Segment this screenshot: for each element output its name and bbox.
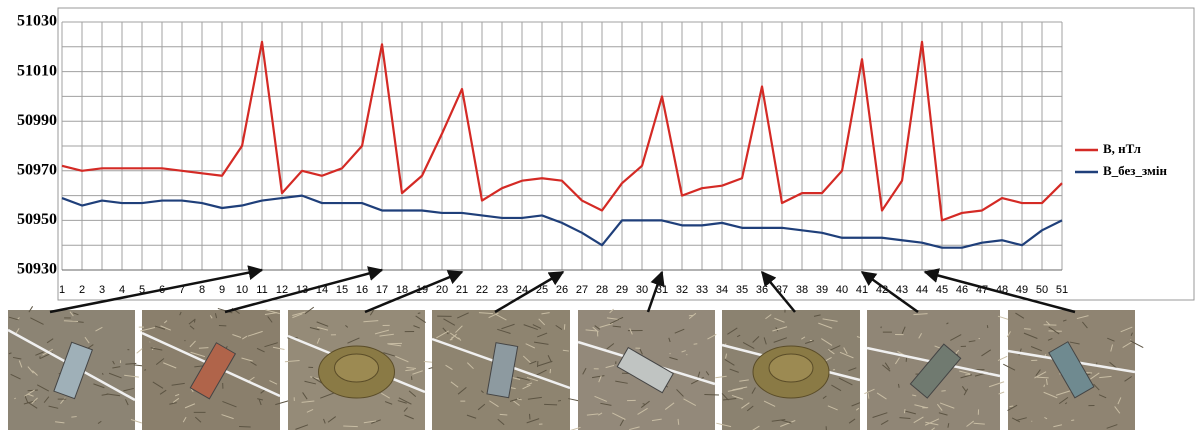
grass (898, 384, 899, 388)
arrow (862, 272, 918, 312)
x-tick-label: 50 (1036, 284, 1048, 296)
x-tick-label: 46 (956, 284, 968, 296)
x-tick-label: 3 (99, 284, 105, 296)
grass (941, 391, 945, 392)
y-tick-label: 51030 (17, 13, 57, 30)
x-tick-label: 15 (336, 284, 348, 296)
grass (1024, 329, 1031, 330)
grass (343, 426, 358, 427)
object (335, 354, 379, 382)
grass (500, 414, 508, 415)
x-tick-label: 11 (256, 284, 267, 296)
grass (904, 409, 905, 413)
x-tick-label: 51 (1056, 284, 1068, 296)
legend-label: B, нТл (1103, 141, 1141, 156)
x-tick-label: 40 (836, 284, 848, 296)
x-tick-label: 41 (856, 284, 868, 296)
object (769, 354, 813, 382)
x-tick-label: 44 (916, 284, 928, 296)
x-tick-label: 38 (796, 284, 808, 296)
y-tick-label: 50950 (17, 211, 57, 228)
x-tick-label: 35 (736, 284, 748, 296)
x-tick-label: 28 (596, 284, 608, 296)
grass (1044, 385, 1045, 387)
x-tick-label: 2 (79, 284, 85, 296)
chart-frame (58, 8, 1194, 300)
x-tick-label: 16 (356, 284, 368, 296)
grass (704, 394, 719, 395)
grass (71, 417, 76, 418)
x-tick-label: 4 (119, 284, 125, 296)
y-tick-label: 50970 (17, 161, 57, 178)
x-tick-label: 9 (219, 284, 225, 296)
grass (14, 398, 15, 399)
grass (868, 393, 869, 398)
chart: 5093050950509705099051010510301234567891… (17, 13, 1168, 296)
photos (8, 306, 1143, 430)
grass (144, 370, 146, 371)
x-tick-label: 33 (696, 284, 708, 296)
x-tick-label: 29 (616, 284, 628, 296)
grass (194, 319, 195, 323)
grass (558, 401, 561, 402)
x-tick-label: 22 (476, 284, 488, 296)
x-tick-label: 43 (896, 284, 908, 296)
x-tick-label: 45 (936, 284, 948, 296)
x-tick-label: 20 (436, 284, 448, 296)
grass (1009, 406, 1013, 407)
x-tick-label: 27 (576, 284, 588, 296)
x-tick-label: 34 (716, 284, 728, 296)
x-tick-label: 10 (236, 284, 248, 296)
x-tick-label: 30 (636, 284, 648, 296)
grass (670, 353, 671, 354)
legend-label: B_без_змін (1103, 163, 1168, 178)
x-tick-label: 39 (816, 284, 828, 296)
x-tick-label: 36 (756, 284, 768, 296)
grass (137, 349, 143, 354)
x-tick-label: 17 (376, 284, 388, 296)
x-tick-label: 1 (59, 284, 65, 296)
x-tick-label: 49 (1016, 284, 1028, 296)
x-tick-label: 32 (676, 284, 688, 296)
grass (185, 340, 186, 341)
grass (1086, 372, 1092, 373)
grass (429, 368, 433, 369)
y-tick-label: 51010 (17, 62, 57, 79)
x-tick-label: 23 (496, 284, 508, 296)
x-tick-label: 8 (199, 284, 205, 296)
y-tick-label: 50930 (17, 261, 57, 278)
x-tick-label: 12 (276, 284, 288, 296)
figure: 5093050950509705099051010510301234567891… (0, 0, 1200, 430)
y-tick-label: 50990 (17, 112, 57, 129)
grass (643, 404, 645, 405)
x-tick-label: 26 (556, 284, 568, 296)
x-tick-label: 21 (456, 284, 468, 296)
grass (678, 419, 679, 425)
grass (199, 348, 209, 349)
grass (418, 313, 420, 314)
